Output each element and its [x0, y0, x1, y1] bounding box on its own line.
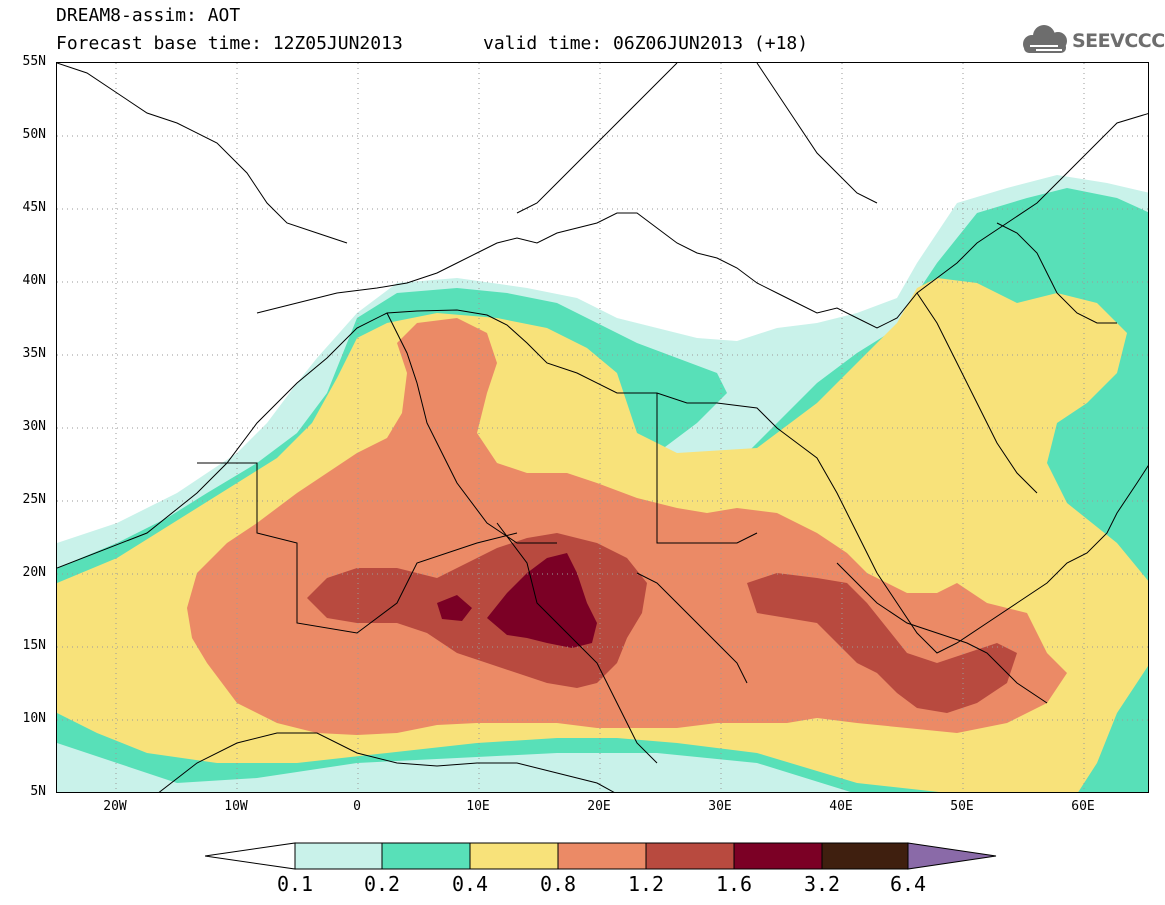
- aot-band-1.2: [307, 533, 1017, 713]
- lat-label: 50N: [22, 127, 46, 142]
- lat-label: 25N: [22, 492, 46, 507]
- colorbar-arrow-high: [907, 842, 997, 870]
- lat-label: 30N: [22, 419, 46, 434]
- lat-label: 55N: [22, 54, 46, 69]
- aot-map: [56, 62, 1149, 793]
- aot-colorbar: [205, 842, 997, 870]
- lon-label: 60E: [1071, 799, 1095, 814]
- colorbar-swatch: [557, 842, 647, 870]
- graticule: [57, 63, 1148, 792]
- lat-label: 20N: [22, 565, 46, 580]
- aot-contours: [57, 175, 1148, 792]
- map-title: DREAM8-assim: AOT: [56, 5, 241, 26]
- lat-label: 40N: [22, 273, 46, 288]
- lon-label: 10E: [466, 799, 490, 814]
- lat-label: 10N: [22, 711, 46, 726]
- cloud-icon: [1023, 25, 1067, 53]
- colorbar-label: 0.4: [451, 872, 489, 896]
- forecast-base-time: Forecast base time: 12Z05JUN2013: [56, 33, 403, 54]
- lon-label: 20W: [103, 799, 127, 814]
- colorbar-label: 0.1: [276, 872, 314, 896]
- colorbar-label: 1.2: [627, 872, 665, 896]
- lat-label: 15N: [22, 638, 46, 653]
- colorbar-label: 6.4: [889, 872, 927, 896]
- lon-label: 0: [353, 799, 361, 814]
- colorbar-swatch: [381, 842, 471, 870]
- logo-text: SEEVCCC: [1072, 30, 1165, 52]
- colorbar-label: 0.8: [539, 872, 577, 896]
- lon-label: 10W: [224, 799, 248, 814]
- coastlines: [57, 63, 1148, 792]
- aot-band-1.6: [437, 553, 597, 648]
- lat-label: 5N: [30, 784, 46, 799]
- lon-label: 20E: [587, 799, 611, 814]
- colorbar-arrow-low: [205, 842, 296, 870]
- lon-label: 40E: [829, 799, 853, 814]
- lat-label: 45N: [22, 200, 46, 215]
- colorbar-label: 1.6: [715, 872, 753, 896]
- colorbar-swatch: [645, 842, 735, 870]
- lon-label: 50E: [950, 799, 974, 814]
- colorbar-swatch: [733, 842, 823, 870]
- lon-label: 30E: [708, 799, 732, 814]
- colorbar-label: 3.2: [803, 872, 841, 896]
- valid-time: valid time: 06Z06JUN2013 (+18): [483, 33, 809, 54]
- colorbar-swatch: [469, 842, 559, 870]
- colorbar-label: 0.2: [363, 872, 401, 896]
- colorbar-swatch: [821, 842, 909, 870]
- colorbar-swatch: [294, 842, 383, 870]
- lat-label: 35N: [22, 346, 46, 361]
